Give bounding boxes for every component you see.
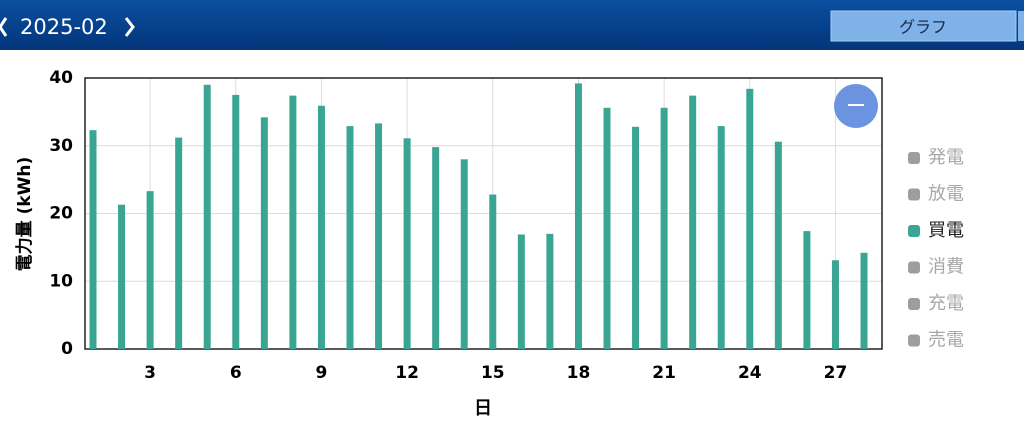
bar: [746, 88, 754, 349]
bar: [717, 126, 725, 349]
graph-button-label: グラフ: [899, 18, 947, 37]
bar: [232, 94, 240, 349]
plot-frame: [84, 77, 883, 350]
bar: [118, 204, 126, 349]
bar: [460, 159, 468, 349]
bar: [203, 84, 211, 350]
bar: [489, 194, 497, 349]
y-tick-label: 30: [49, 136, 73, 156]
y-tick-label: 20: [49, 204, 73, 224]
legend-swatch: [908, 152, 920, 164]
bar: [403, 138, 411, 349]
bar: [574, 83, 582, 350]
x-tick-label: 27: [824, 363, 848, 383]
x-tick-label: 24: [738, 363, 762, 383]
bar: [860, 252, 868, 349]
legend-swatch: [908, 298, 920, 310]
y-axis-label: 電力量 (kWh): [14, 157, 35, 272]
legend-swatch: [908, 334, 920, 347]
bar: [803, 231, 811, 349]
x-tick-label: 12: [395, 363, 419, 383]
legend-label[interactable]: 充電: [928, 293, 964, 314]
bar: [289, 95, 297, 350]
next-month[interactable]: [124, 17, 135, 37]
x-tick-label: 15: [481, 363, 505, 383]
bar: [517, 234, 525, 349]
bar: [260, 117, 268, 349]
legend-swatch: [908, 188, 920, 201]
x-tick-label: 3: [144, 363, 156, 383]
x-tick-label: 21: [652, 363, 676, 383]
bar: [146, 191, 154, 349]
bar: [689, 95, 697, 350]
y-tick-label: 40: [49, 68, 73, 88]
legend-label[interactable]: 放電: [928, 184, 964, 205]
legend-swatch: [908, 261, 920, 274]
legend-label[interactable]: 売電: [928, 330, 964, 351]
legend-label[interactable]: 発電: [928, 147, 964, 168]
bar: [375, 123, 383, 349]
x-axis-label: 日: [474, 398, 492, 419]
month-label: 2025-02: [20, 15, 108, 39]
x-tick-label: 9: [316, 363, 328, 383]
bar: [603, 107, 611, 349]
bar: [317, 105, 325, 349]
graph-button[interactable]: [830, 10, 1017, 42]
bar: [831, 260, 839, 349]
legend-label[interactable]: 消費: [928, 257, 964, 278]
legend-swatch: [908, 225, 920, 237]
bar: [346, 126, 354, 349]
bar: [660, 107, 668, 349]
legend-label[interactable]: 買電: [928, 220, 964, 241]
x-tick-label: 6: [230, 363, 242, 383]
bar: [175, 137, 183, 349]
x-tick-label: 18: [567, 363, 591, 383]
bar: [632, 126, 640, 349]
tab-edge: [1018, 11, 1024, 41]
prev-month[interactable]: [0, 17, 8, 37]
y-tick-label: 0: [61, 339, 73, 359]
bar: [432, 147, 440, 349]
bar: [89, 130, 97, 349]
bar: [546, 233, 554, 349]
bar: [774, 141, 782, 349]
y-tick-label: 10: [49, 271, 73, 291]
